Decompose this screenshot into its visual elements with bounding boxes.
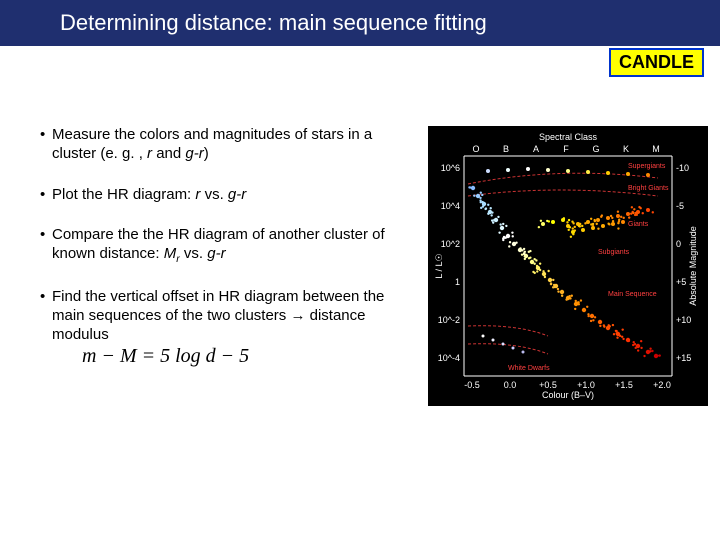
svg-text:F: F: [563, 144, 569, 154]
svg-text:A: A: [533, 144, 539, 154]
svg-text:0.0: 0.0: [504, 380, 517, 390]
x-ticks: -0.5 0.0 +0.5 +1.0 +1.5 +2.0: [464, 380, 671, 390]
svg-text:K: K: [623, 144, 629, 154]
svg-text:O: O: [472, 144, 479, 154]
hr-diagram-svg: Spectral Class O B A F G K M 10^6 10^4 10^2 1 10^-…: [428, 126, 708, 406]
boundary-curves: [468, 173, 658, 354]
svg-text:10^2: 10^2: [441, 239, 460, 249]
svg-text:+0.5: +0.5: [539, 380, 557, 390]
svg-text:-0.5: -0.5: [464, 380, 480, 390]
title-bar: Determining distance: main sequence fitt…: [0, 0, 720, 46]
svg-text:10^4: 10^4: [441, 201, 460, 211]
svg-text:M: M: [652, 144, 660, 154]
svg-text:G: G: [592, 144, 599, 154]
label-supergiants: Supergiants: [628, 163, 666, 170]
y-right-label: Absolute Magnitude: [688, 226, 698, 306]
bullet-list: Measure the colors and magnitudes of sta…: [40, 126, 412, 406]
svg-text:B: B: [503, 144, 509, 154]
hr-diagram: Spectral Class O B A F G K M 10^6 10^4 10^2 1 10^-…: [428, 126, 708, 406]
svg-text:-5: -5: [676, 201, 684, 211]
x-axis-label: Colour (B–V): [542, 390, 594, 400]
svg-text:10^-4: 10^-4: [438, 353, 460, 363]
bullet-1: Measure the colors and magnitudes of sta…: [40, 126, 412, 164]
bullet-2: Plot the HR diagram: r vs. g-r: [40, 186, 412, 205]
white-dwarf-points: [482, 335, 525, 354]
svg-text:+1.0: +1.0: [577, 380, 595, 390]
svg-text:+10: +10: [676, 315, 691, 325]
svg-text:10^6: 10^6: [441, 163, 460, 173]
content-row: Measure the colors and magnitudes of sta…: [0, 46, 720, 406]
svg-text:+2.0: +2.0: [653, 380, 671, 390]
y-left-label: L / L☉: [434, 253, 444, 278]
svg-text:+1.5: +1.5: [615, 380, 633, 390]
svg-text:+5: +5: [676, 277, 686, 287]
label-brightgiants: Bright Giants: [628, 185, 669, 192]
bullet-4: Find the vertical offset in HR diagram b…: [40, 288, 412, 369]
top-axis-label: Spectral Class: [539, 132, 598, 142]
bullet-3: Compare the the HR diagram of another cl…: [40, 226, 412, 266]
supergiants-points: [486, 167, 650, 177]
candle-badge: CANDLE: [609, 48, 704, 77]
page-title: Determining distance: main sequence fitt…: [60, 10, 487, 36]
distance-modulus-formula: m − M = 5 log d − 5: [82, 344, 412, 369]
svg-text:-10: -10: [676, 163, 689, 173]
svg-text:1: 1: [455, 277, 460, 287]
svg-text:+15: +15: [676, 353, 691, 363]
svg-text:10^-2: 10^-2: [438, 315, 460, 325]
svg-text:0: 0: [676, 239, 681, 249]
spectral-classes: OBAFGKM: [472, 144, 659, 154]
label-giants: Giants: [628, 221, 649, 228]
label-subgiants: Subgiants: [598, 249, 630, 256]
label-whitedwarfs: White Dwarfs: [508, 365, 550, 372]
label-mainseq: Main Sequence: [608, 291, 657, 298]
